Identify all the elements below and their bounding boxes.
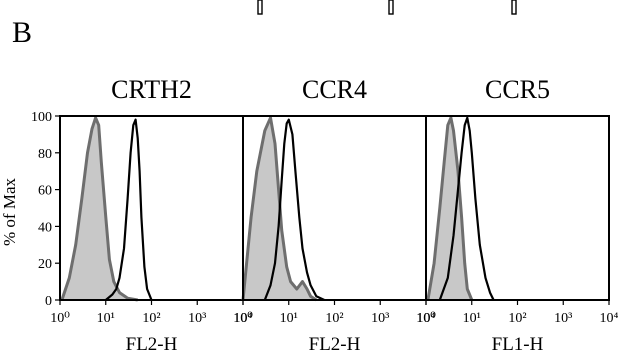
crop-mark-2 — [388, 0, 394, 15]
panel-1-title: CRTH2 — [111, 75, 192, 104]
panel-1-y-tick-label-4: 80 — [38, 147, 52, 162]
panel-3-x-tick-label-3: 10³ — [554, 311, 572, 326]
panel-2-x-tick-label-4: 10⁴ — [417, 311, 436, 326]
panel-3-x-tick-label-2: 10² — [508, 311, 526, 326]
panel-1-x-tick-label-2: 10² — [142, 311, 160, 326]
panel-3-x-tick-label-1: 10¹ — [463, 311, 481, 326]
panel-3-x-axis-label: FL1-H — [492, 334, 544, 355]
panel-2-title: CCR4 — [302, 75, 367, 104]
panel-1-y-tick-label-3: 60 — [38, 184, 52, 199]
panel-3-x-tick-label-0: 10⁰ — [416, 311, 436, 326]
histogram-panels: 10⁰ 10¹ 10² 10³ 10⁴020406080100CRTH2FL2-H10⁰… — [31, 75, 619, 355]
panel-1-isotype-histogram — [60, 116, 138, 302]
crop-mark-3 — [511, 0, 517, 15]
crop-mark-1 — [257, 0, 263, 15]
panel-1-x-tick-label-0: 10⁰ — [50, 311, 70, 326]
panel-3-isotype-fill — [427, 117, 472, 300]
panel-1-y-tick-label-0: 0 — [45, 294, 52, 309]
panel-1-x-tick-label-4: 10⁴ — [234, 311, 253, 326]
panel-2-x-tick-label-3: 10³ — [371, 311, 389, 326]
panel-1-y-tick-label-2: 40 — [38, 220, 52, 235]
panel-2-x-axis-label: FL2-H — [309, 334, 361, 355]
panel-1: 10⁰ 10¹ 10² 10³ 10⁴ 0 20 40 60 80 100 CRTH2 FL2-H — [31, 75, 253, 355]
panel-3-title: CCR5 — [485, 75, 550, 104]
panel-2-isotype-histogram — [241, 116, 318, 302]
panel-1-isotype-fill — [61, 117, 138, 300]
panel-2-x-tick-label-2: 10² — [325, 311, 343, 326]
panel-3-stained-histogram — [438, 116, 495, 301]
panel-1-x-tick-label-1: 10¹ — [97, 311, 115, 326]
panel-2-stained-histogram — [263, 118, 325, 302]
panel-3: 10⁰ 10¹ 10² 10³ 10⁴ CCR5 FL1-H — [416, 75, 618, 355]
panel-1-x-axis-label: FL2-H — [126, 334, 178, 355]
y-axis-label: % of Max — [0, 178, 19, 246]
panel-1-stained-histogram — [105, 118, 153, 301]
panel-letter: B — [12, 16, 32, 49]
panel-1-y-tick-label-5: 100 — [31, 110, 52, 125]
panel-2-x-tick-label-0: 10⁰ — [233, 311, 253, 326]
panel-3-x-tick-label-4: 10⁴ — [600, 311, 619, 326]
panel-2: 10⁰ 10¹ 10² 10³ 10⁴ CCR4 FL2-H — [233, 75, 435, 355]
panel-3-isotype-histogram — [426, 116, 474, 301]
crop-marks-top — [257, 0, 517, 15]
panel-1-x-tick-label-3: 10³ — [188, 311, 206, 326]
panel-2-x-tick-label-1: 10¹ — [280, 311, 298, 326]
panel-1-y-tick-label-1: 20 — [38, 257, 52, 272]
